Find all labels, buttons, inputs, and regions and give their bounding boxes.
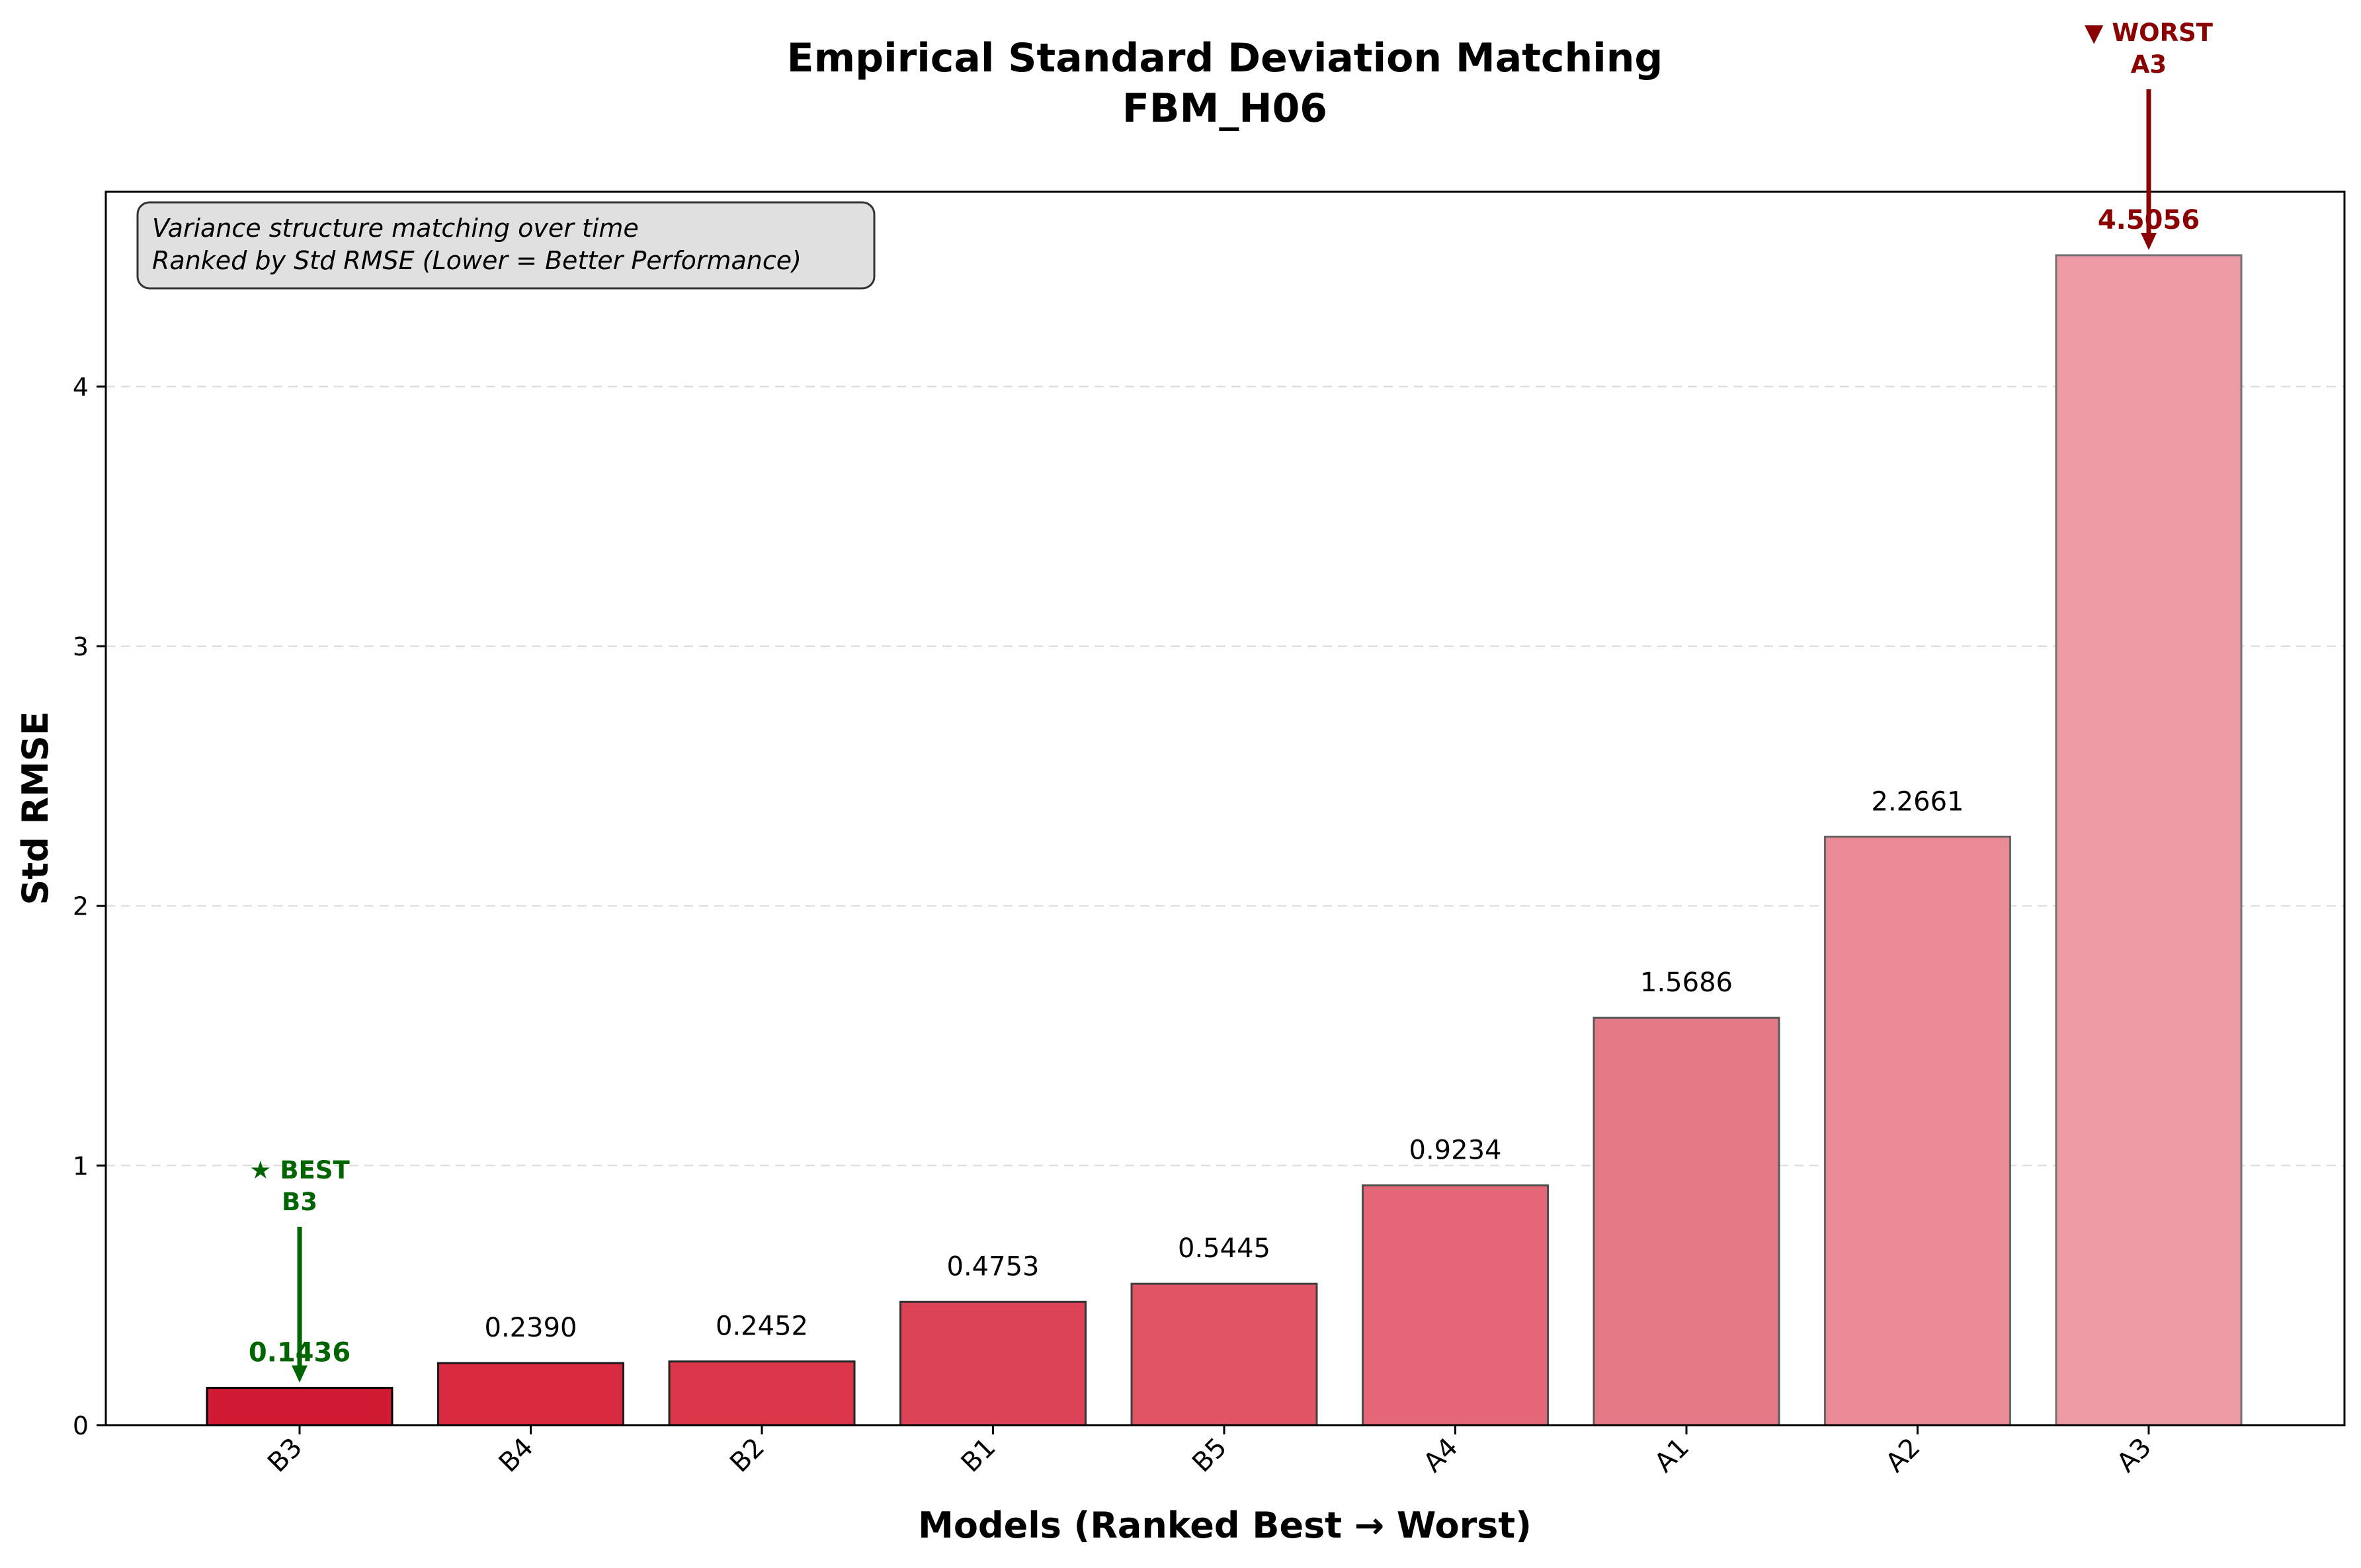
bar-B3: [206, 1387, 394, 1426]
bar-B4: [437, 1362, 624, 1426]
x-axis: B3 B4 B2 B1 B5 A4 A1 A2 A3: [262, 1425, 2157, 1478]
bar-A3: [2055, 254, 2243, 1426]
worst-arrow-head-icon: [2141, 232, 2157, 250]
info-box-line2: Ranked by Std RMSE (Lower = Better Perfo…: [152, 246, 802, 275]
worst-annotation-model: A3: [2131, 50, 2167, 79]
x-tick-label-B4: B4: [493, 1432, 540, 1479]
x-tick-label-A4: A4: [1418, 1432, 1464, 1479]
x-tick-label-B2: B2: [724, 1432, 770, 1479]
bar-B2: [668, 1360, 856, 1426]
x-tick-label-B5: B5: [1186, 1432, 1233, 1479]
best-arrow-head-icon: [292, 1365, 308, 1383]
best-annotation: ★ BEST B3: [249, 1156, 350, 1383]
x-tick-label-A1: A1: [1649, 1432, 1695, 1479]
y-axis: 0 1 2 3 4: [73, 372, 106, 1440]
bar-A1: [1593, 1016, 1780, 1426]
bar-B5: [1130, 1282, 1318, 1426]
chart-title: Empirical Standard Deviation Matching: [787, 35, 1663, 81]
best-annotation-label: ★ BEST: [249, 1156, 350, 1184]
chart-subtitle: FBM_H06: [1122, 85, 1327, 132]
bar-A2: [1824, 835, 2011, 1426]
y-tick-label: 3: [73, 632, 89, 661]
info-box-background: [136, 201, 876, 290]
x-axis-label: Models (Ranked Best → Worst): [918, 1505, 1532, 1546]
y-axis-label: Std RMSE: [15, 711, 56, 905]
info-box: Variance structure matching over time Ra…: [136, 201, 876, 290]
x-tick-label-B1: B1: [956, 1432, 1002, 1479]
value-labels: 0.14360.23900.24520.47530.54450.92341.56…: [249, 205, 2200, 1368]
bars: [206, 254, 2243, 1426]
x-tick-label-A3: A3: [2111, 1432, 2157, 1479]
value-label-B2: 0.2452: [716, 1311, 808, 1342]
y-tick-label: 1: [73, 1151, 89, 1180]
info-box-line1: Variance structure matching over time: [152, 214, 639, 243]
bar-A4: [1362, 1184, 1549, 1426]
best-annotation-model: B3: [282, 1188, 317, 1216]
value-label-A4: 0.9234: [1409, 1135, 1502, 1165]
x-tick-label-A2: A2: [1880, 1432, 1926, 1479]
value-label-A1: 1.5686: [1640, 968, 1733, 998]
value-label-B5: 0.5445: [1178, 1233, 1270, 1264]
bar-B1: [899, 1300, 1087, 1426]
worst-annotation: ▼ WORST A3: [2085, 19, 2214, 250]
x-tick-label-B3: B3: [262, 1432, 308, 1479]
value-label-B1: 0.4753: [947, 1251, 1040, 1282]
y-tick-label: 2: [73, 892, 89, 921]
worst-annotation-label: ▼ WORST: [2085, 19, 2214, 47]
grid-lines: [106, 386, 2344, 1167]
value-label-B4: 0.2390: [485, 1313, 577, 1343]
y-tick-label: 0: [73, 1411, 89, 1440]
y-tick-label: 4: [73, 372, 89, 401]
value-label-A2: 2.2661: [1872, 786, 1964, 817]
